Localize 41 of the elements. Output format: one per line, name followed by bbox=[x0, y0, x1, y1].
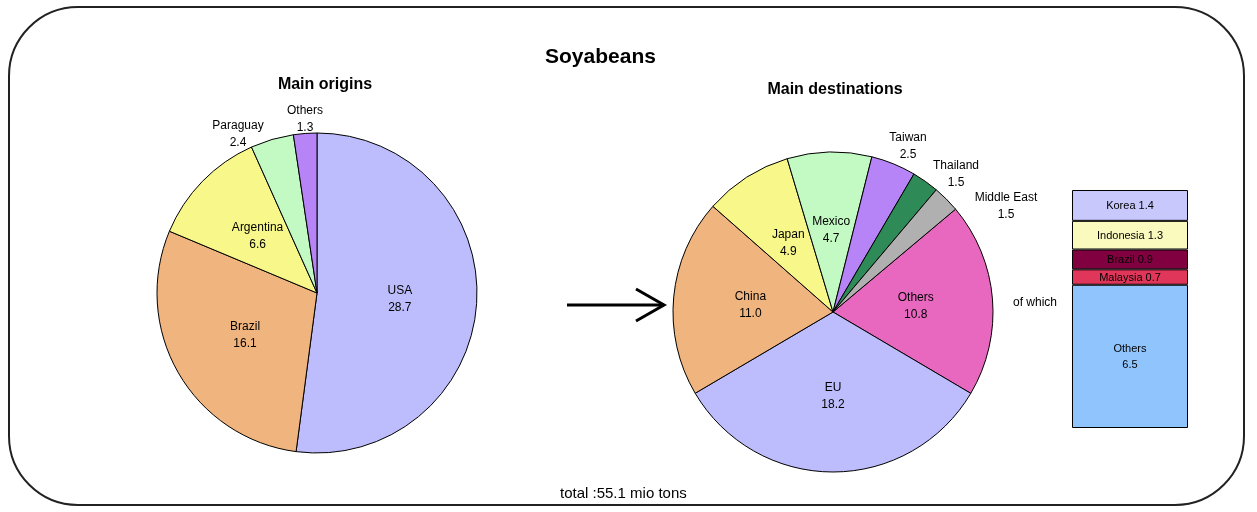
slice-label: Mexico bbox=[812, 213, 851, 228]
data-label: 1.3 bbox=[1147, 229, 1164, 242]
data-label: 2.5 bbox=[899, 146, 917, 161]
slice-label: Argentina bbox=[231, 219, 284, 234]
data-label: 16.1 bbox=[233, 335, 258, 350]
data-label: 6.6 bbox=[249, 236, 267, 251]
slice-label: Others bbox=[286, 102, 324, 117]
data-label: 1.3 bbox=[296, 119, 314, 134]
data-label: 11.0 bbox=[739, 305, 762, 320]
chart-title: Main destinations bbox=[767, 79, 903, 97]
data-label: 1.5 bbox=[997, 206, 1015, 221]
data-label: 6.5 bbox=[1122, 358, 1138, 371]
slice-label: Middle East bbox=[974, 189, 1039, 204]
data-label: 4.7 bbox=[822, 230, 840, 245]
text: total :55.1 mio tons bbox=[560, 484, 687, 501]
data-label: 2.4 bbox=[229, 134, 247, 149]
text: of which bbox=[1013, 295, 1058, 309]
slice-label: Japan bbox=[771, 226, 805, 241]
data-label: 1.4 bbox=[1138, 199, 1154, 212]
slice-label: EU bbox=[824, 379, 842, 394]
series-label: Others bbox=[1113, 342, 1147, 355]
slice-label: China bbox=[734, 288, 767, 303]
series-label: Korea bbox=[1106, 199, 1137, 212]
data-label: 0.7 bbox=[1145, 271, 1161, 284]
data-label: 10.8 bbox=[904, 306, 928, 321]
data-label: 0.9 bbox=[1137, 253, 1153, 266]
data-label: 18.2 bbox=[821, 396, 845, 411]
slice-label: Paraguay bbox=[212, 117, 264, 132]
chart-title: Main origins bbox=[277, 74, 373, 92]
slice-label: USA bbox=[387, 282, 413, 297]
series-label: Indonesia bbox=[1096, 229, 1146, 242]
series-label: Malaysia bbox=[1099, 271, 1144, 284]
text: Soyabeans bbox=[545, 44, 656, 68]
series-label: Brazil bbox=[1107, 253, 1135, 266]
data-label: 4.9 bbox=[779, 243, 797, 258]
slice-label: Brazil bbox=[230, 318, 261, 333]
slice-label: Thailand bbox=[932, 157, 980, 172]
slice-label: Others bbox=[897, 289, 934, 304]
slice-label: Taiwan bbox=[889, 129, 927, 144]
data-label: 1.5 bbox=[947, 174, 965, 189]
data-label: 28.7 bbox=[388, 299, 412, 314]
